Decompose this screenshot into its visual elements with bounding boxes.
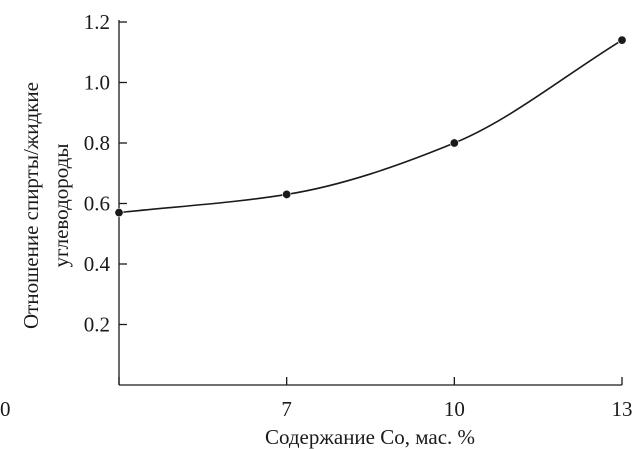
data-point — [449, 138, 459, 148]
y-axis-title-line-1: Отношение спирты/жидкие — [19, 82, 43, 329]
axis-labels: Содержание Co, мас. % Отношение спирты/ж… — [19, 82, 475, 449]
data-point — [282, 189, 292, 199]
y-tick-label: 1.0 — [84, 71, 110, 95]
y-axis-title-line-2: углеводороды — [49, 144, 73, 268]
series — [114, 35, 627, 218]
y-tick-label: 1.2 — [84, 10, 110, 34]
x-axis-title: Содержание Co, мас. % — [265, 425, 475, 449]
x-tick-label: 0 — [0, 397, 11, 421]
y-tick-label: 0.8 — [84, 131, 110, 155]
y-tick-label: 0.4 — [84, 252, 111, 276]
y-tick-label: 0.6 — [84, 192, 110, 216]
x-tick-label: 7 — [281, 397, 292, 421]
data-point — [617, 35, 627, 45]
axes — [118, 20, 622, 386]
data-point — [114, 208, 124, 218]
x-ticks: 0 7 10 13 — [0, 377, 633, 421]
y-tick-label: 0.2 — [84, 313, 110, 337]
y-ticks: 0.2 0.4 0.6 0.8 1.0 1.2 — [84, 10, 127, 337]
x-tick-label: 10 — [444, 397, 465, 421]
x-tick-label: 13 — [612, 397, 633, 421]
series-line — [118, 39, 623, 214]
